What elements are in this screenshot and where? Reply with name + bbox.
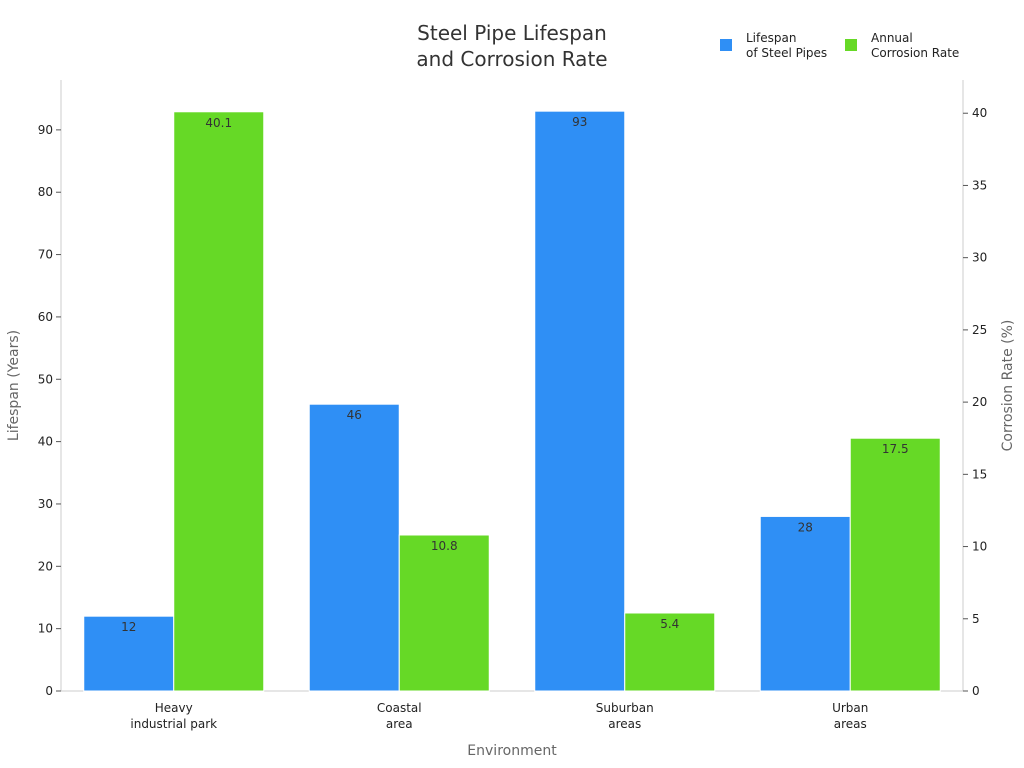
legend-label: Corrosion Rate	[871, 46, 959, 60]
x-category-label: industrial park	[130, 717, 217, 731]
right-tick-label: 40	[972, 106, 987, 120]
right-axis-title: Corrosion Rate (%)	[1000, 320, 1016, 452]
legend-label: of Steel Pipes	[746, 46, 827, 60]
legend-label: Annual	[871, 31, 913, 45]
x-category-label: Suburban	[596, 701, 654, 715]
right-tick-label: 20	[972, 395, 987, 409]
x-axis-title: Environment	[467, 743, 557, 759]
bar[interactable]	[308, 403, 400, 692]
x-category-label: Coastal	[377, 701, 422, 715]
legend-swatch	[720, 39, 732, 51]
legend-swatch	[845, 39, 857, 51]
left-tick-label: 30	[38, 497, 53, 511]
left-tick-label: 60	[38, 310, 53, 324]
bar[interactable]	[534, 110, 626, 692]
bar[interactable]	[83, 615, 175, 692]
left-axis-title: Lifespan (Years)	[6, 330, 22, 441]
right-tick-label: 25	[972, 323, 987, 337]
chart-title-line: and Corrosion Rate	[416, 47, 607, 71]
left-tick-label: 80	[38, 185, 53, 199]
bar[interactable]	[398, 534, 490, 692]
bar-value-label: 12	[121, 620, 136, 634]
right-tick-label: 0	[972, 684, 980, 698]
x-category-label: area	[386, 717, 413, 731]
bar-value-label: 5.4	[660, 617, 679, 631]
left-tick-label: 10	[38, 622, 53, 636]
left-tick-label: 20	[38, 559, 53, 573]
bar[interactable]	[624, 612, 716, 692]
x-category-label: Heavy	[155, 701, 193, 715]
x-category-label: areas	[608, 717, 641, 731]
right-tick-label: 35	[972, 178, 987, 192]
bar-value-label: 28	[798, 520, 813, 534]
left-tick-label: 70	[38, 248, 53, 262]
left-tick-label: 0	[45, 684, 53, 698]
right-tick-label: 5	[972, 612, 980, 626]
x-category-label: Urban	[832, 701, 868, 715]
right-tick-label: 15	[972, 467, 987, 481]
x-category-label: areas	[834, 717, 867, 731]
right-tick-label: 10	[972, 540, 987, 554]
bar-value-label: 93	[572, 115, 587, 129]
bar[interactable]	[759, 515, 851, 692]
chart-title-line: Steel Pipe Lifespan	[417, 21, 607, 45]
bar[interactable]	[849, 437, 941, 692]
bar[interactable]	[173, 111, 265, 692]
bar-value-label: 17.5	[882, 442, 909, 456]
legend-label: Lifespan	[746, 31, 796, 45]
bar-value-label: 40.1	[205, 116, 232, 130]
left-tick-label: 40	[38, 435, 53, 449]
bar-value-label: 46	[347, 408, 362, 422]
right-tick-label: 30	[972, 251, 987, 265]
left-tick-label: 90	[38, 123, 53, 137]
bar-value-label: 10.8	[431, 539, 458, 553]
left-tick-label: 50	[38, 372, 53, 386]
